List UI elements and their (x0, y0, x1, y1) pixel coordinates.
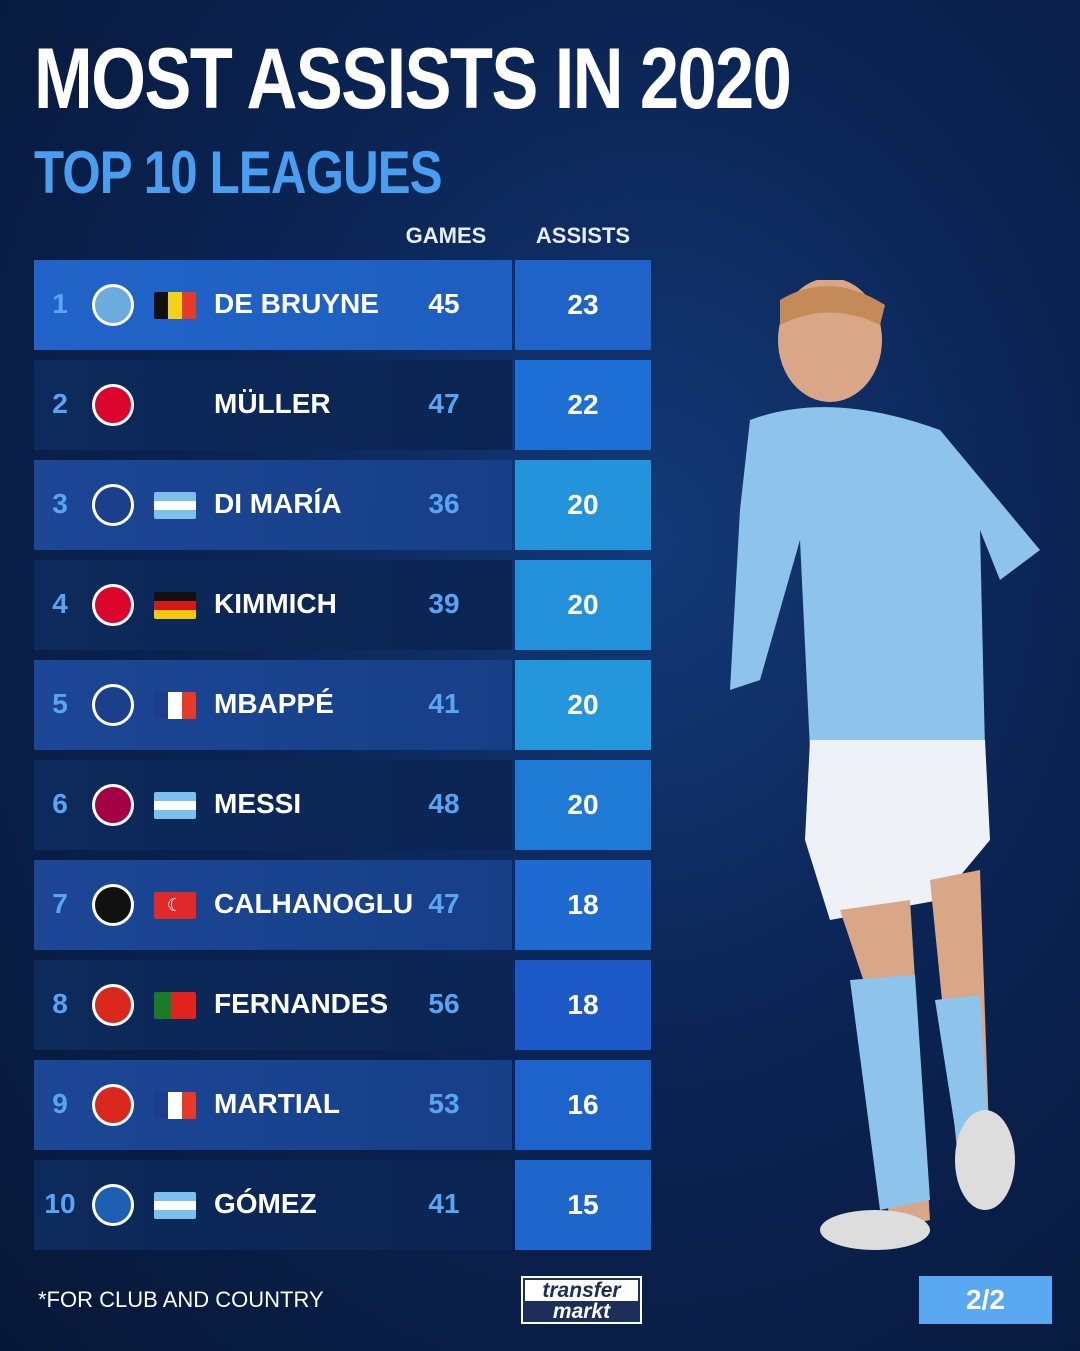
table-row: 5 MBAPPÉ 41 (34, 660, 512, 750)
rank: 3 (52, 488, 68, 519)
rank: 6 (52, 788, 68, 819)
assists-value: 15 (515, 1160, 651, 1250)
table-row: 7 ☾ CALHANOGLU 47 (34, 860, 512, 950)
games-column-header: GAMES (405, 223, 487, 248)
games-value: 39 (428, 588, 460, 619)
flag-france-icon (154, 1092, 196, 1119)
club-crest-icon (92, 584, 134, 626)
player-name: DI MARÍA (214, 488, 342, 519)
player-name: KIMMICH (214, 588, 337, 619)
table-row: 4 KIMMICH 39 (34, 560, 512, 650)
player-name: FERNANDES (214, 988, 389, 1019)
page-subtitle: TOP 10 LEAGUES (34, 139, 443, 206)
club-crest-icon (92, 1184, 134, 1226)
flag-belgium-icon (154, 292, 196, 319)
club-crest-icon (92, 384, 134, 426)
table-row: 3 DI MARÍA 36 (34, 460, 512, 550)
rank: 1 (52, 288, 68, 319)
rank: 4 (52, 588, 68, 619)
club-crest-icon (92, 284, 134, 326)
assists-value: 18 (515, 960, 651, 1050)
club-crest-icon (92, 684, 134, 726)
games-value: 41 (428, 1188, 460, 1219)
games-value: 48 (428, 788, 460, 819)
club-crest-icon (92, 984, 134, 1026)
club-crest-icon (92, 884, 134, 926)
assists-value: 18 (515, 860, 651, 950)
flag-germany-icon (154, 592, 196, 619)
table-row: 10 GÓMEZ 41 (34, 1160, 512, 1250)
logo-top-text: transfer (525, 1280, 638, 1301)
rank: 2 (52, 388, 68, 419)
player-photo (730, 280, 1040, 1250)
games-value: 41 (428, 688, 460, 719)
flag-portugal-icon (154, 992, 196, 1019)
games-value: 36 (428, 488, 460, 519)
table-row: 8 FERNANDES 56 (34, 960, 512, 1050)
player-name: DE BRUYNE (214, 288, 379, 319)
club-crest-icon (92, 1084, 134, 1126)
flag-france-icon (154, 692, 196, 719)
rank: 7 (52, 888, 68, 919)
rank: 8 (52, 988, 68, 1019)
club-crest-icon (92, 484, 134, 526)
transfermarkt-logo: transfer markt (521, 1276, 642, 1324)
assists-value: 23 (515, 260, 651, 350)
rank: 9 (52, 1088, 68, 1119)
assists-value: 16 (515, 1060, 651, 1150)
player-name: MESSI (214, 788, 302, 819)
flag-argentina-icon (154, 1192, 196, 1219)
player-name: GÓMEZ (214, 1188, 317, 1219)
player-name: MBAPPÉ (214, 688, 334, 719)
logo-bottom-text: markt (552, 1300, 611, 1323)
table-row: 9 MARTIAL 53 (34, 1060, 512, 1150)
footnote: *FOR CLUB AND COUNTRY (38, 1287, 324, 1312)
games-value: 47 (428, 388, 460, 419)
games-value: 53 (428, 1088, 460, 1119)
assists-value: 20 (515, 660, 651, 750)
player-name: MÜLLER (214, 388, 331, 419)
rank: 5 (52, 688, 68, 719)
player-name: CALHANOGLU (214, 888, 414, 919)
flag-argentina-icon (154, 792, 196, 819)
player-name: MARTIAL (214, 1088, 340, 1119)
rank: 10 (44, 1188, 76, 1219)
page-indicator: 2/2 (919, 1276, 1052, 1324)
table-row: 6 MESSI 48 (34, 760, 512, 850)
games-value: 45 (428, 288, 460, 319)
page-title: MOST ASSISTS IN 2020 (34, 31, 792, 127)
assists-column-header: ASSISTS (535, 223, 631, 248)
assists-value: 22 (515, 360, 651, 450)
games-value: 47 (428, 888, 460, 919)
flag-turkey-icon: ☾ (154, 892, 196, 919)
club-crest-icon (92, 784, 134, 826)
table-row: 1 DE BRUYNE 45 (34, 260, 512, 350)
games-value: 56 (428, 988, 460, 1019)
flag-argentina-icon (154, 492, 196, 519)
table-row: 2 MÜLLER 47 (34, 360, 512, 450)
assists-value: 20 (515, 560, 651, 650)
assists-value: 20 (515, 760, 651, 850)
assists-value: 20 (515, 460, 651, 550)
